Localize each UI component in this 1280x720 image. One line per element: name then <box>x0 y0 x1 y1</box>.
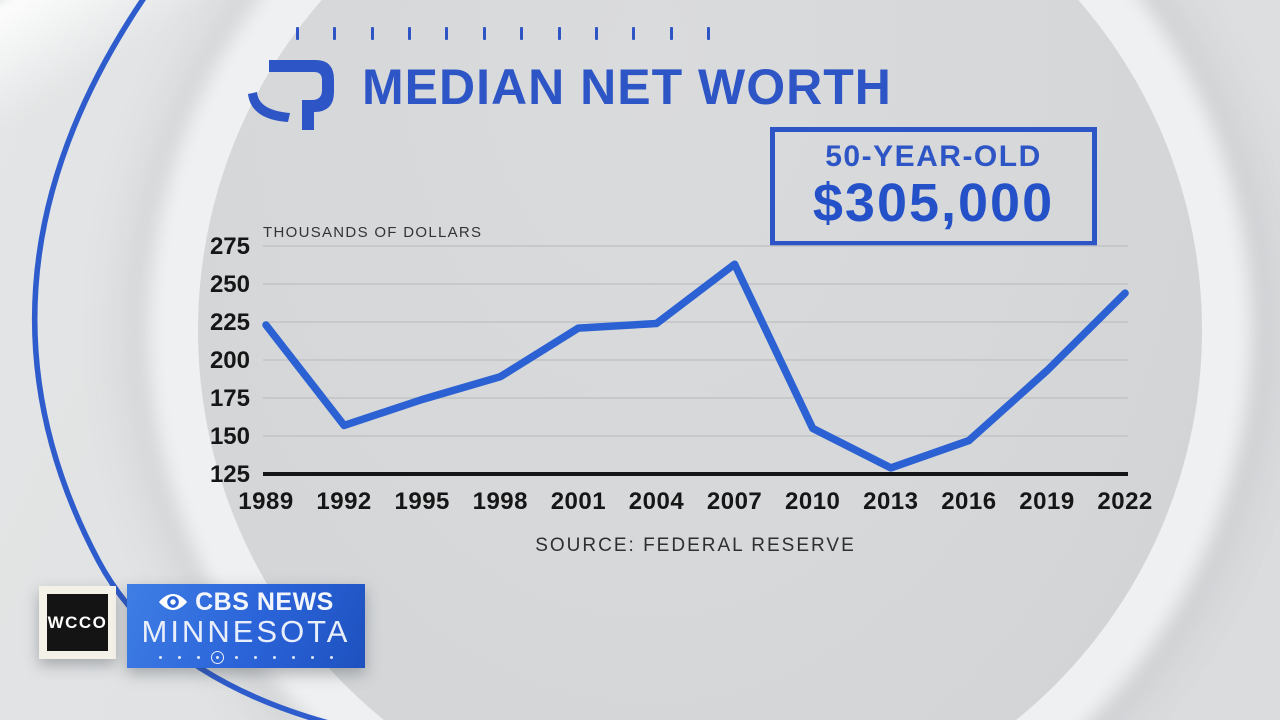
pagination-dot <box>189 650 208 664</box>
callout-age-label: 50-YEAR-OLD <box>825 140 1042 174</box>
top-tick <box>482 27 486 40</box>
pagination-dot <box>284 650 303 664</box>
cbs-brand-row: CBS NEWS <box>158 587 334 616</box>
top-tick <box>370 27 374 40</box>
page-title: MEDIAN NET WORTH <box>362 59 892 115</box>
pagination-dots <box>151 650 341 664</box>
chart-source: SOURCE: FEDERAL RESERVE <box>535 535 856 556</box>
pagination-dot <box>322 650 341 664</box>
pagination-dot <box>151 650 170 664</box>
title-row: MEDIAN NET WORTH <box>246 52 892 132</box>
cbs-region-label: MINNESOTA <box>141 613 351 649</box>
cbs-news-minnesota-logo: CBS NEWS MINNESOTA <box>127 584 365 668</box>
top-tick <box>333 27 337 40</box>
chart-units-label: THOUSANDS OF DOLLARS <box>263 224 483 241</box>
top-tick <box>445 27 449 40</box>
top-tick <box>594 27 598 40</box>
wcco-logo-label: WCCO <box>47 594 108 651</box>
cbs-eye-icon <box>159 594 188 611</box>
cbs-brand-label: CBS NEWS <box>195 587 334 616</box>
pagination-dot <box>246 650 265 664</box>
top-tick <box>296 27 299 40</box>
top-tick <box>632 27 636 40</box>
pagination-dot <box>170 650 189 664</box>
pagination-dot <box>303 650 322 664</box>
top-tick <box>520 27 524 40</box>
top-tick-strip <box>296 27 710 40</box>
top-tick <box>408 27 412 40</box>
wcco-logo: WCCO <box>39 586 116 659</box>
highlight-callout-box: 50-YEAR-OLD $305,000 <box>770 127 1097 246</box>
callout-amount-value: $305,000 <box>812 172 1055 233</box>
top-tick <box>706 27 710 40</box>
top-tick <box>669 27 673 40</box>
pagination-dot <box>208 650 227 664</box>
active-pagination-dot <box>211 650 224 664</box>
pagination-dot <box>265 650 284 664</box>
g-logo-icon <box>248 60 334 130</box>
top-tick <box>557 27 561 40</box>
pagination-dot <box>227 650 246 664</box>
